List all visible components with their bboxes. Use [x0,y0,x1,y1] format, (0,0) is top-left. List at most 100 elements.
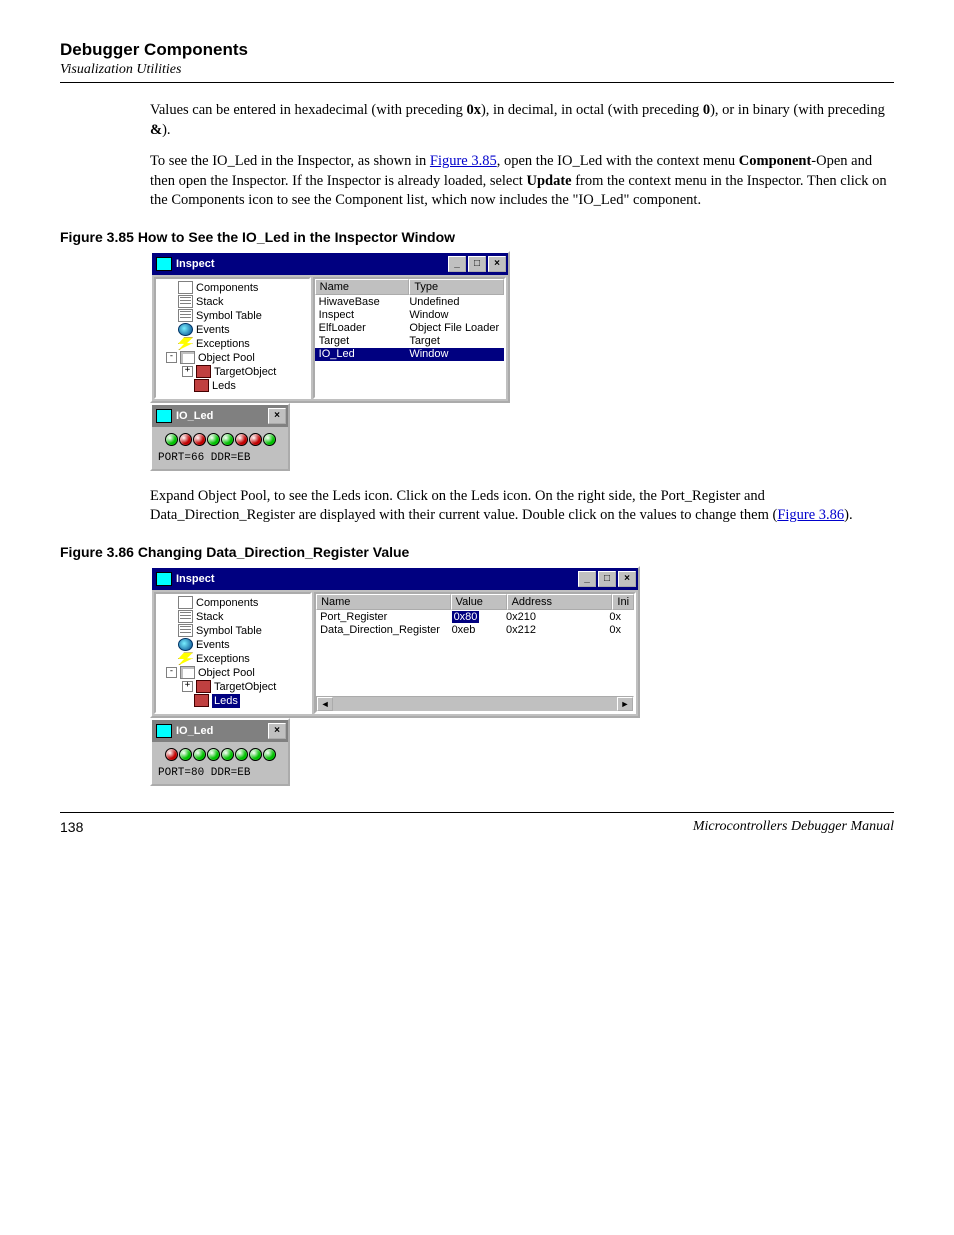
tree-item[interactable]: Exceptions [160,652,308,666]
maximize-button[interactable]: □ [468,256,486,272]
expand-toggle[interactable]: - [166,667,177,678]
pkg-icon [196,680,211,693]
tree-item-label: TargetObject [214,680,276,694]
io-led-window: IO_Led× PORT=80 DDR=EB [150,718,290,786]
close-button[interactable]: × [488,256,506,272]
inspect-window: Inspect_□×ComponentsStackSymbol TableEve… [150,251,510,403]
column-header[interactable]: Name [316,594,451,610]
list-row[interactable]: HiwaveBaseUndefined [315,296,504,309]
column-header[interactable]: Name [315,279,410,295]
inspect-titlebar[interactable]: Inspect_□× [152,253,508,275]
tree-item[interactable]: Exceptions [160,337,307,351]
minimize-button[interactable]: _ [448,256,466,272]
led-indicator [221,433,234,446]
tree-item[interactable]: Stack [160,295,307,309]
tree-item-label: Symbol Table [196,624,262,638]
tree-item[interactable]: Stack [160,610,308,624]
list-cell: Target [409,335,500,348]
list-row[interactable]: IO_LedWindow [315,348,504,361]
io-led-titlebar[interactable]: IO_Led× [152,720,288,742]
tree-item[interactable]: Events [160,638,308,652]
led-indicator [235,748,248,761]
close-button[interactable]: × [268,723,286,739]
inspect-titlebar[interactable]: Inspect_□× [152,568,638,590]
globe-icon [178,323,193,336]
column-header[interactable]: Address [507,594,613,610]
list-cell: Window [409,348,500,361]
list-cell: ElfLoader [319,322,410,335]
page-footer: 138 Microcontrollers Debugger Manual [60,812,894,835]
pkg-icon [196,365,211,378]
list-row[interactable]: ElfLoaderObject File Loader [315,322,504,335]
maximize-button[interactable]: □ [598,571,616,587]
inspect-window: Inspect_□×ComponentsStackSymbol TableEve… [150,566,640,718]
horizontal-scrollbar[interactable]: ◄► [316,696,634,712]
column-header[interactable]: Value [451,594,507,610]
scroll-right-button[interactable]: ► [617,697,633,711]
column-header[interactable]: Type [409,279,504,295]
pool-icon [180,666,195,679]
led-indicator [207,748,220,761]
tree-item[interactable]: + TargetObject [160,365,307,379]
list-icon [178,624,193,637]
tree-item[interactable]: Leds [160,694,308,708]
list-row[interactable]: Data_Direction_Register0xeb0x2120x [316,624,634,637]
expand-toggle[interactable]: + [182,681,193,692]
led-indicator [221,748,234,761]
tree-item[interactable]: -Object Pool [160,351,307,365]
led-indicator [165,748,178,761]
list-icon [178,309,193,322]
tree-item[interactable]: Symbol Table [160,624,308,638]
window-icon [156,257,172,271]
tree-item[interactable]: -Object Pool [160,666,308,680]
list-row[interactable]: InspectWindow [315,309,504,322]
list-row[interactable]: TargetTarget [315,335,504,348]
tree-item-label: TargetObject [214,365,276,379]
scroll-left-button[interactable]: ◄ [317,697,333,711]
scroll-track[interactable] [333,697,617,711]
led-indicator [165,433,178,446]
io-led-status-text: PORT=66 DDR=EB [152,449,288,469]
io-led-window: IO_Led× PORT=66 DDR=EB [150,403,290,471]
chapter-title: Debugger Components [60,40,894,60]
close-button[interactable]: × [268,408,286,424]
expand-toggle[interactable]: + [182,366,193,377]
manual-title: Microcontrollers Debugger Manual [693,819,894,835]
tree-item[interactable]: Leds [160,379,307,393]
window-icon [156,409,172,423]
tree-item-label: Components [196,281,258,295]
io-led-title: IO_Led [176,410,266,422]
list-header: NameType [315,279,504,295]
list-cell: 0x [609,611,630,624]
list-icon [178,610,193,623]
led-indicator [249,433,262,446]
io-led-status-text: PORT=80 DDR=EB [152,764,288,784]
tree-item[interactable]: Components [160,596,308,610]
paragraph-values-entry: Values can be entered in hexadecimal (wi… [150,101,894,140]
list-row[interactable]: Port_Register0x800x2100x [316,611,634,624]
led-indicator [179,748,192,761]
tree-item[interactable]: Symbol Table [160,309,307,323]
ledpkg-icon [194,694,209,707]
tree-item[interactable]: + TargetObject [160,680,308,694]
list-cell: Object File Loader [409,322,500,335]
tree-pane: ComponentsStackSymbol TableEventsExcepti… [154,592,312,714]
expand-toggle[interactable]: - [166,352,177,363]
paragraph-instructions: To see the IO_Led in the Inspector, as s… [150,152,894,211]
tree-item[interactable]: Events [160,323,307,337]
tree-item[interactable]: Components [160,281,307,295]
column-header[interactable]: Ini [612,594,634,610]
io-led-titlebar[interactable]: IO_Led× [152,405,288,427]
led-indicator [263,433,276,446]
tree-item-label: Events [196,638,230,652]
close-button[interactable]: × [618,571,636,587]
list-cell: Window [409,309,500,322]
figure-3-86: Inspect_□×ComponentsStackSymbol TableEve… [150,566,894,786]
link-figure-3-86[interactable]: Figure 3.86 [777,507,844,523]
list-cell: 0xeb [452,624,506,637]
link-figure-3-85[interactable]: Figure 3.85 [430,153,497,169]
minimize-button[interactable]: _ [578,571,596,587]
tree-pane: ComponentsStackSymbol TableEventsExcepti… [154,277,311,399]
led-indicator [207,433,220,446]
list-cell: Port_Register [320,611,451,624]
